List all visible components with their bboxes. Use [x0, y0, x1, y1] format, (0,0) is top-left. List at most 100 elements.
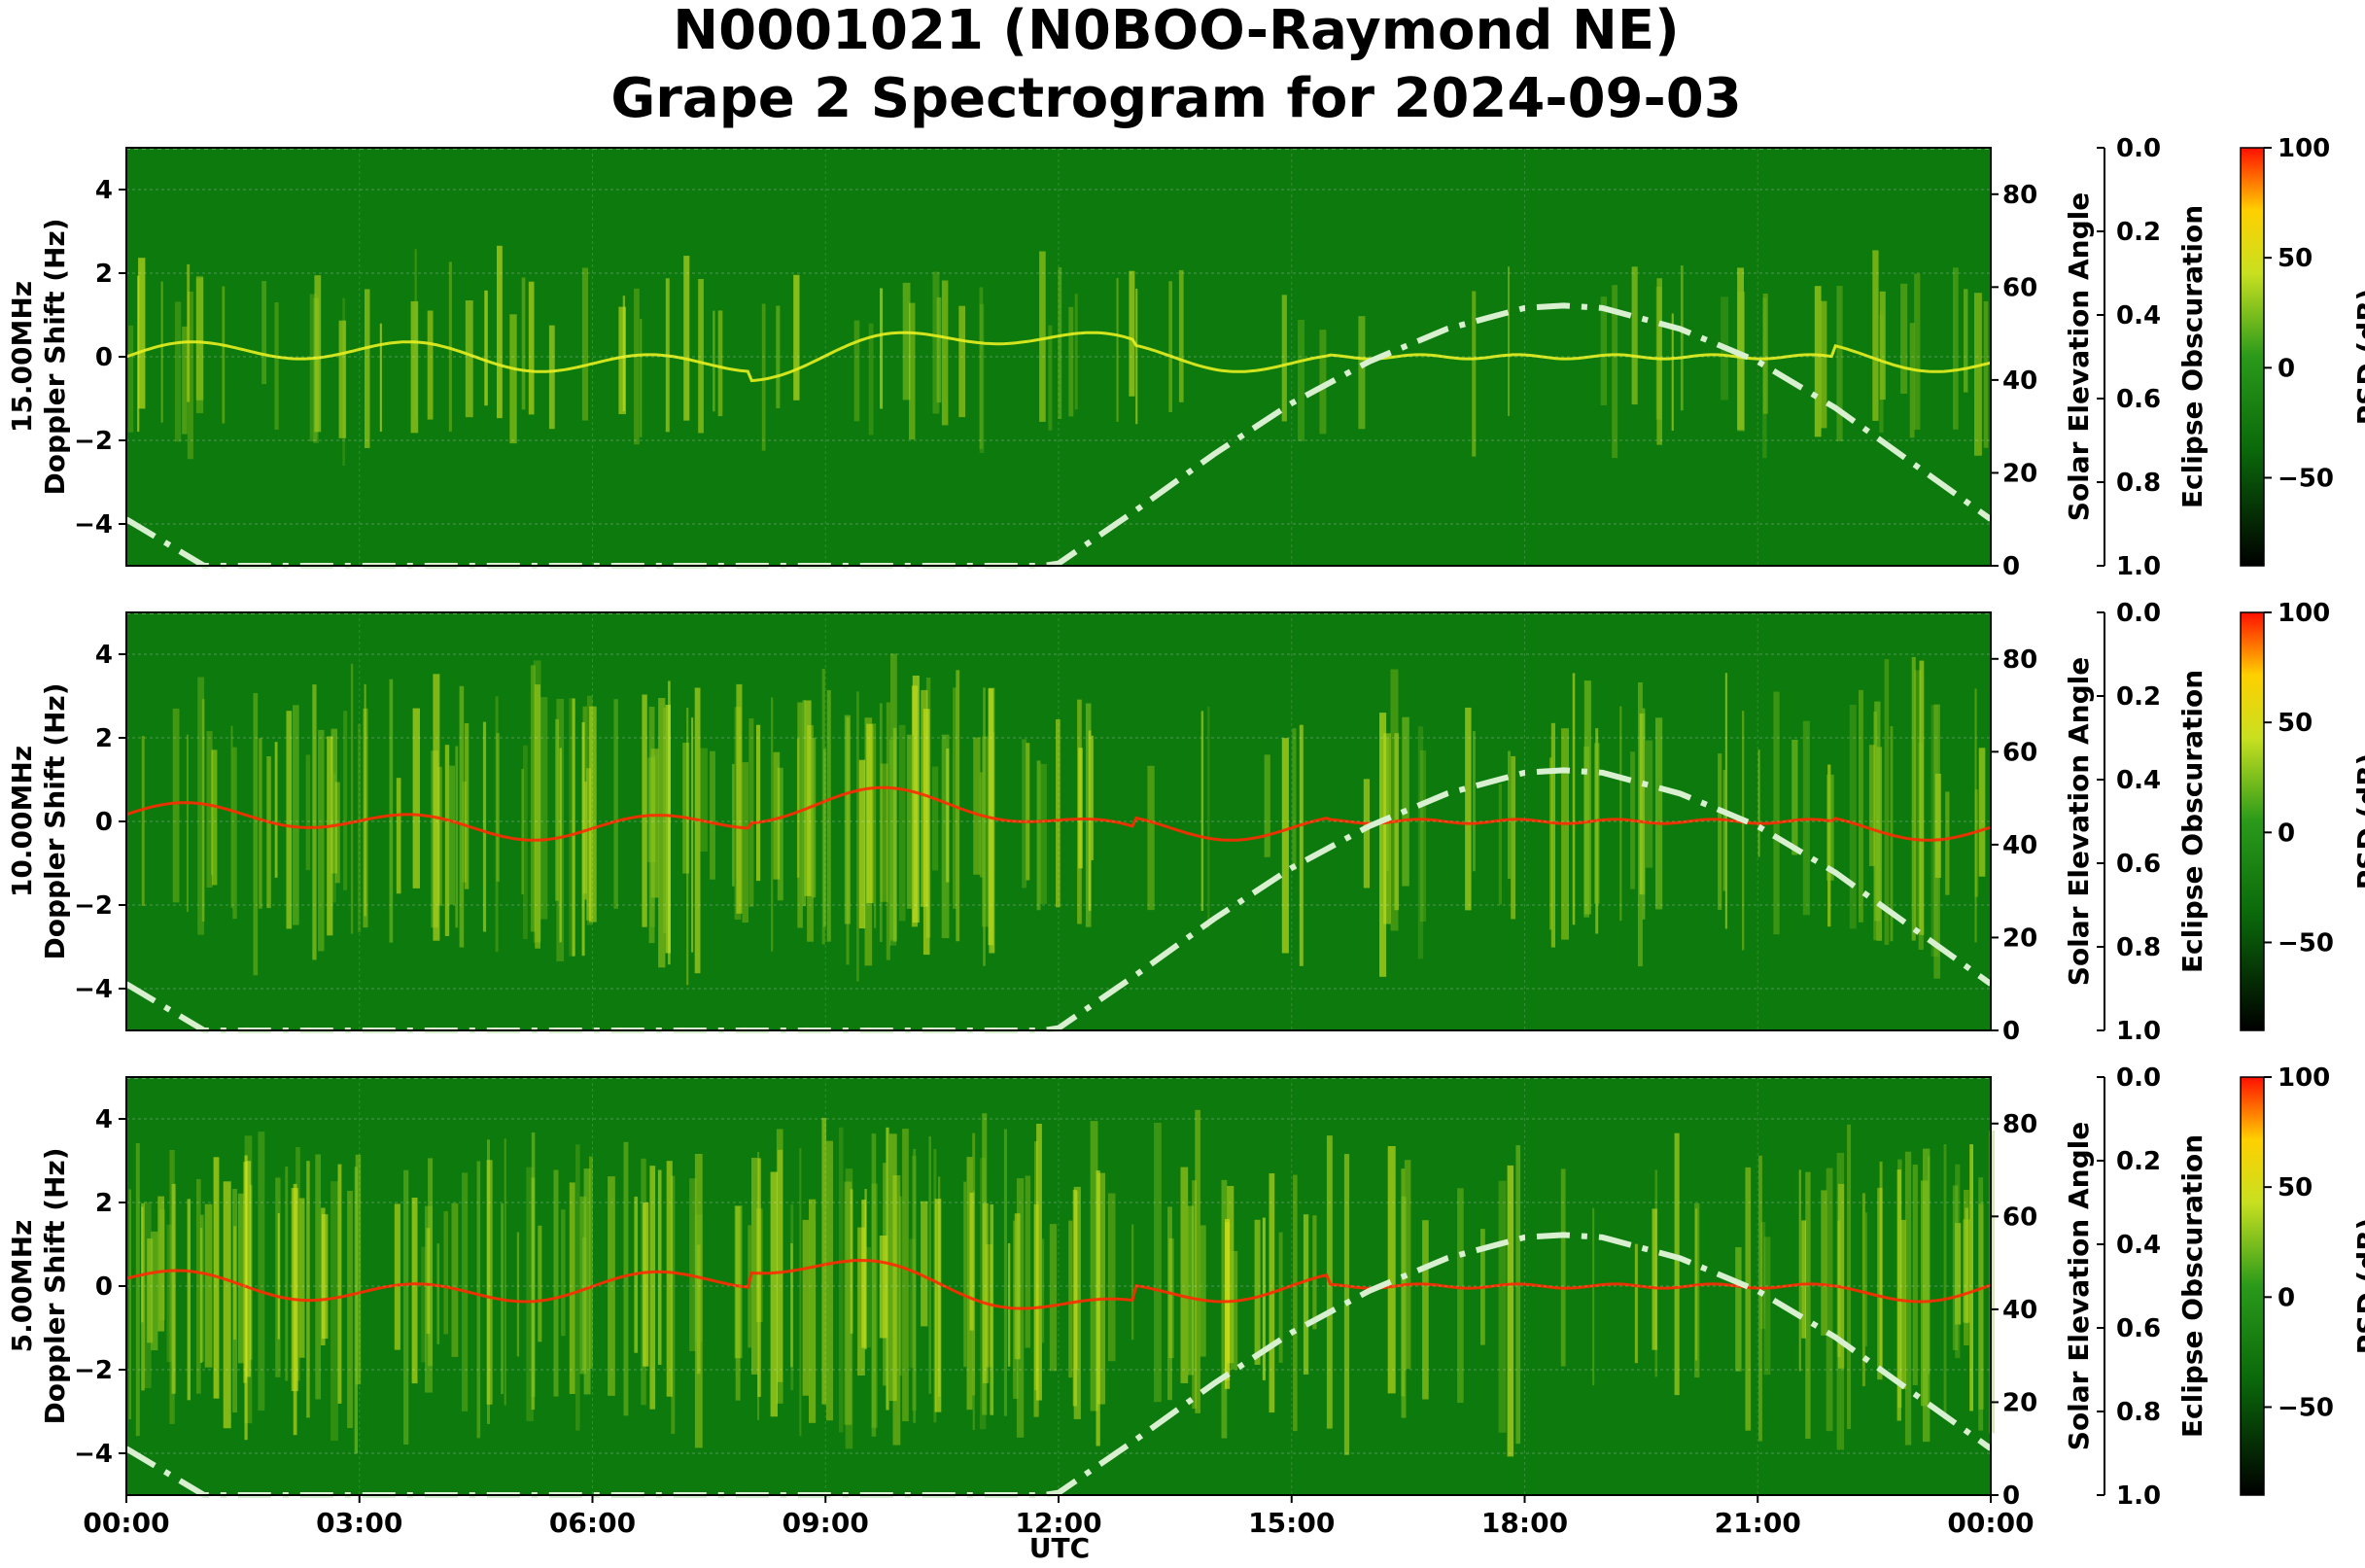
eclipse-tick-label: 0.2 [2116, 682, 2161, 712]
colorbar-tick-label: 0 [2278, 354, 2295, 383]
eclipse-tick-label: 0.6 [2116, 385, 2161, 414]
doppler-trace [125, 331, 1992, 383]
eclipse-axis-label: Eclipse Obscuration [2176, 670, 2208, 973]
colorbar-label: PSD (dB) [2351, 289, 2365, 426]
eclipse-tick-label: 0.4 [2116, 1231, 2161, 1260]
solar-tick-label: 60 [2002, 273, 2037, 302]
spectrogram-texture [141, 653, 1986, 986]
eclipse-tick-label: 0.0 [2116, 599, 2161, 628]
solar-tick-label: 0 [2002, 1017, 2020, 1046]
solar-axis-label: Solar Elevation Angle [2063, 1122, 2095, 1450]
y-tick-label: −4 [74, 975, 113, 1004]
colorbar-label: PSD (dB) [2351, 753, 2365, 890]
x-tick-label: 12:00 [1015, 1507, 1101, 1539]
solar-tick-label: 20 [2002, 923, 2037, 953]
y-tick-label: 4 [95, 641, 113, 670]
colorbar-tick-label: 50 [2278, 244, 2313, 273]
y-tick-label: −4 [74, 510, 113, 540]
y-axis-label: 15.00MHzDoppler Shift (Hz) [6, 218, 71, 495]
figure-title-line2: Grape 2 Spectrogram for 2024-09-03 [610, 67, 1741, 130]
eclipse-tick-label: 0.6 [2116, 1314, 2161, 1343]
x-tick-label: 15:00 [1248, 1507, 1335, 1539]
panel-10-00mhz: 420−2−410.00MHzDoppler Shift (Hz)0204060… [6, 599, 2365, 1046]
eclipse-tick-label: 1.0 [2116, 1481, 2161, 1511]
x-tick-label: 00:00 [1947, 1507, 2034, 1539]
grid-lines [126, 612, 1991, 1030]
panel-15-00mhz: 420−2−415.00MHzDoppler Shift (Hz)0204060… [6, 134, 2365, 581]
solar-tick-label: 60 [2002, 1202, 2037, 1232]
grid-lines [126, 148, 1991, 566]
solar-tick-label: 40 [2002, 831, 2037, 860]
eclipse-tick-label: 0.0 [2116, 134, 2161, 163]
eclipse-axis-label: Eclipse Obscuration [2176, 1134, 2208, 1438]
colorbar-tick-label: −50 [2278, 1393, 2334, 1422]
x-axis-label: UTC [1029, 1532, 1090, 1564]
eclipse-tick-label: 1.0 [2116, 552, 2161, 581]
colorbar-tick-label: −50 [2278, 928, 2334, 958]
eclipse-tick-label: 0.4 [2116, 301, 2161, 331]
y-tick-label: 4 [95, 176, 113, 205]
y-tick-label: 0 [95, 1272, 113, 1302]
x-tick-label: 00:00 [83, 1507, 169, 1539]
y-tick-label: 2 [95, 1189, 113, 1218]
eclipse-tick-label: 0.2 [2116, 1147, 2161, 1176]
colorbar-tick-label: 50 [2278, 709, 2313, 738]
solar-axis-label: Solar Elevation Angle [2063, 657, 2095, 986]
solar-axis-label: Solar Elevation Angle [2063, 192, 2095, 521]
y-tick-label: 2 [95, 260, 113, 289]
y-axis-label: 10.00MHzDoppler Shift (Hz) [6, 682, 71, 959]
y-tick-label: −2 [74, 1356, 113, 1385]
grid-lines [126, 1077, 1991, 1495]
colorbar-tick-label: 100 [2278, 134, 2330, 163]
solar-tick-label: 60 [2002, 738, 2037, 767]
eclipse-tick-label: 0.8 [2116, 933, 2161, 962]
eclipse-axis-label: Eclipse Obscuration [2176, 205, 2208, 508]
eclipse-tick-label: 0.4 [2116, 766, 2161, 795]
solar-tick-label: 0 [2002, 1481, 2020, 1511]
y-tick-label: 0 [95, 808, 113, 837]
psd-colorbar [2240, 1076, 2265, 1496]
y-tick-label: 0 [95, 343, 113, 372]
colorbar-tick-label: 100 [2278, 599, 2330, 628]
y-tick-label: 2 [95, 724, 113, 753]
eclipse-tick-label: 0.8 [2116, 1398, 2161, 1427]
x-tick-label: 18:00 [1481, 1507, 1568, 1539]
panel-5-00mhz: 420−2−45.00MHzDoppler Shift (Hz)02040608… [6, 1063, 2365, 1511]
y-tick-label: −2 [74, 427, 113, 456]
y-axis-label: 5.00MHzDoppler Shift (Hz) [6, 1147, 71, 1424]
eclipse-tick-label: 0.8 [2116, 469, 2161, 498]
solar-tick-label: 20 [2002, 459, 2037, 488]
solar-tick-label: 0 [2002, 552, 2020, 581]
y-tick-label: 4 [95, 1105, 113, 1134]
solar-tick-label: 20 [2002, 1388, 2037, 1417]
x-tick-label: 21:00 [1715, 1507, 1801, 1539]
solar-tick-label: 40 [2002, 1296, 2037, 1325]
colorbar-tick-label: −50 [2278, 464, 2334, 493]
eclipse-tick-label: 0.0 [2116, 1063, 2161, 1093]
doppler-trace [125, 785, 1992, 842]
x-tick-label: 09:00 [783, 1507, 869, 1539]
doppler-trace [125, 1258, 1992, 1310]
x-tick-labels: 00:00 03:00 06:00 09:00 12:00 15:00 18:00 21:00… [83, 1495, 2035, 1539]
solar-tick-label: 80 [2002, 1110, 2037, 1139]
solar-tick-label: 40 [2002, 366, 2037, 396]
eclipse-tick-label: 0.6 [2116, 850, 2161, 879]
psd-colorbar [2240, 147, 2265, 567]
spectrogram-texture [128, 245, 1989, 466]
solar-tick-label: 80 [2002, 645, 2037, 675]
x-tick-label: 03:00 [316, 1507, 402, 1539]
colorbar-label: PSD (dB) [2351, 1218, 2365, 1355]
eclipse-tick-label: 0.2 [2116, 218, 2161, 247]
y-tick-label: −4 [74, 1440, 113, 1469]
eclipse-tick-label: 1.0 [2116, 1017, 2161, 1046]
y-tick-label: −2 [74, 891, 113, 921]
colorbar-tick-label: 0 [2278, 819, 2295, 848]
colorbar-tick-label: 0 [2278, 1283, 2295, 1312]
figure-title-line1: N0001021 (N0BOO-Raymond NE) [673, 0, 1679, 62]
solar-tick-label: 80 [2002, 181, 2037, 210]
spectrogram-panels: 420−2−415.00MHzDoppler Shift (Hz)0204060… [6, 134, 2365, 1511]
colorbar-tick-label: 50 [2278, 1173, 2313, 1202]
x-axis: 00:00 03:00 06:00 09:00 12:00 15:00 18:00 21:00… [83, 1495, 2035, 1564]
x-tick-label: 06:00 [549, 1507, 636, 1539]
